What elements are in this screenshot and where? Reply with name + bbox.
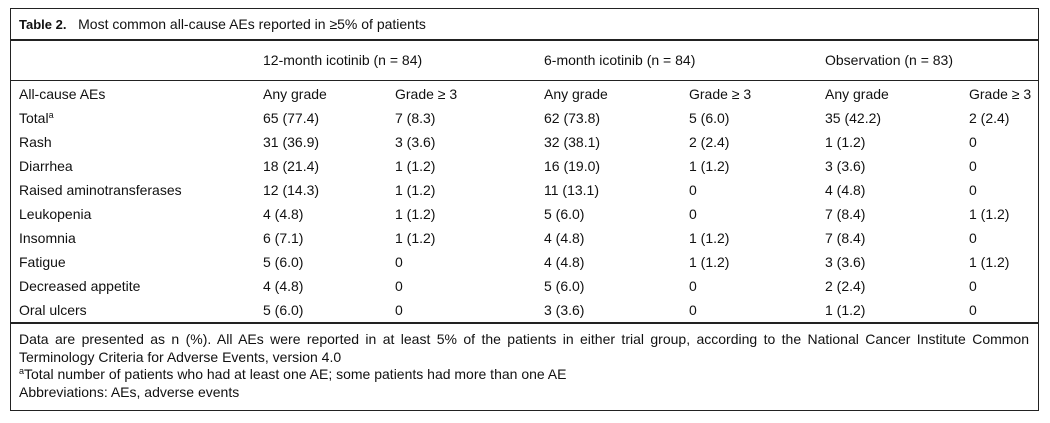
cell: 3 (3.6) <box>825 254 866 270</box>
cell: 0 <box>395 302 403 318</box>
row-label: Raised aminotransferases <box>19 182 182 198</box>
row-label: Oral ulcers <box>19 302 87 318</box>
cell: 1 (1.2) <box>969 254 1010 270</box>
cell: 1 (1.2) <box>969 206 1010 222</box>
cell: 18 (21.4) <box>263 158 320 174</box>
cell: 16 (19.0) <box>544 158 601 174</box>
cell: 7 (8.3) <box>395 110 436 126</box>
cell: 0 <box>969 134 977 150</box>
column-header: All-cause AEs <box>19 86 106 102</box>
row-label: Leukopenia <box>19 206 91 222</box>
cell: 0 <box>969 278 977 294</box>
table-frame: Table 2. Most common all-cause AEs repor… <box>10 8 1039 411</box>
row-label: Insomnia <box>19 230 76 246</box>
table-note: aTotal number of patients who had at lea… <box>19 366 566 382</box>
table-label: Table 2. <box>19 17 67 32</box>
group-header: 12-month icotinib (n = 84) <box>263 52 423 68</box>
footnote-marker: a <box>48 110 54 120</box>
cell: 1 (1.2) <box>825 302 866 318</box>
row-label-text: Rash <box>19 134 52 150</box>
cell: 5 (6.0) <box>263 302 304 318</box>
cell: 12 (14.3) <box>263 182 320 198</box>
column-header: Any grade <box>263 86 327 102</box>
cell: 2 (2.4) <box>969 110 1010 126</box>
row-label: Fatigue <box>19 254 66 270</box>
row-label-text: Raised aminotransferases <box>19 182 182 198</box>
cell: 4 (4.8) <box>263 278 304 294</box>
cell: 7 (8.4) <box>825 230 866 246</box>
table-title-line: Table 2. Most common all-cause AEs repor… <box>19 16 426 33</box>
column-header: Grade ≥ 3 <box>969 86 1032 102</box>
cell: 3 (3.6) <box>825 158 866 174</box>
cell: 0 <box>969 230 977 246</box>
table-title: Most common all-cause AEs reported in ≥5… <box>78 16 426 32</box>
cell: 5 (6.0) <box>544 206 585 222</box>
cell: 0 <box>689 278 697 294</box>
cell: 1 (1.2) <box>395 230 436 246</box>
cell: 32 (38.1) <box>544 134 601 150</box>
cell: 0 <box>689 206 697 222</box>
rule <box>11 39 1038 41</box>
cell: 0 <box>689 302 697 318</box>
footnote-marker: a <box>19 366 25 376</box>
cell: 65 (77.4) <box>263 110 320 126</box>
cell: 31 (36.9) <box>263 134 320 150</box>
cell: 0 <box>395 254 403 270</box>
table-note: Abbreviations: AEs, adverse events <box>19 384 240 400</box>
row-label-text: Total <box>19 110 49 126</box>
row-label-text: Insomnia <box>19 230 76 246</box>
cell: 1 (1.2) <box>689 230 730 246</box>
row-label-text: Fatigue <box>19 254 66 270</box>
column-header: Any grade <box>544 86 608 102</box>
row-label-text: Decreased appetite <box>19 278 141 294</box>
row-label: Rash <box>19 134 52 150</box>
column-header: Grade ≥ 3 <box>395 86 458 102</box>
cell: 4 (4.8) <box>544 254 585 270</box>
cell: 3 (3.6) <box>395 134 436 150</box>
table-note: Data are presented as n (%). All AEs wer… <box>19 331 1029 365</box>
cell: 0 <box>395 278 403 294</box>
cell: 0 <box>969 158 977 174</box>
cell: 2 (2.4) <box>689 134 730 150</box>
cell: 62 (73.8) <box>544 110 601 126</box>
cell: 11 (13.1) <box>544 182 599 198</box>
cell: 1 (1.2) <box>395 206 436 222</box>
cell: 4 (4.8) <box>544 230 585 246</box>
cell: 1 (1.2) <box>395 182 436 198</box>
row-label: Decreased appetite <box>19 278 140 294</box>
cell: 6 (7.1) <box>263 230 304 246</box>
row-label-text: Oral ulcers <box>19 302 87 318</box>
row-label: Totala <box>19 110 54 126</box>
cell: 4 (4.8) <box>263 206 304 222</box>
cell: 0 <box>689 182 697 198</box>
row-label-text: Leukopenia <box>19 206 92 222</box>
rule <box>11 322 1038 324</box>
cell: 5 (6.0) <box>689 110 730 126</box>
row-label-text: Diarrhea <box>19 158 73 174</box>
cell: 5 (6.0) <box>544 278 585 294</box>
cell: 5 (6.0) <box>263 254 304 270</box>
cell: 0 <box>969 182 977 198</box>
table-note-text: Total number of patients who had at leas… <box>24 366 567 382</box>
rule <box>11 80 1038 81</box>
cell: 1 (1.2) <box>689 158 730 174</box>
cell: 3 (3.6) <box>544 302 585 318</box>
cell: 1 (1.2) <box>689 254 730 270</box>
cell: 1 (1.2) <box>825 134 866 150</box>
cell: 2 (2.4) <box>825 278 866 294</box>
group-header: Observation (n = 83) <box>825 52 954 68</box>
row-label: Diarrhea <box>19 158 73 174</box>
cell: 35 (42.2) <box>825 110 882 126</box>
cell: 7 (8.4) <box>825 206 866 222</box>
column-header: Grade ≥ 3 <box>689 86 752 102</box>
cell: 1 (1.2) <box>395 158 436 174</box>
cell: 4 (4.8) <box>825 182 866 198</box>
column-header: Any grade <box>825 86 889 102</box>
group-header: 6-month icotinib (n = 84) <box>544 52 696 68</box>
cell: 0 <box>969 302 977 318</box>
